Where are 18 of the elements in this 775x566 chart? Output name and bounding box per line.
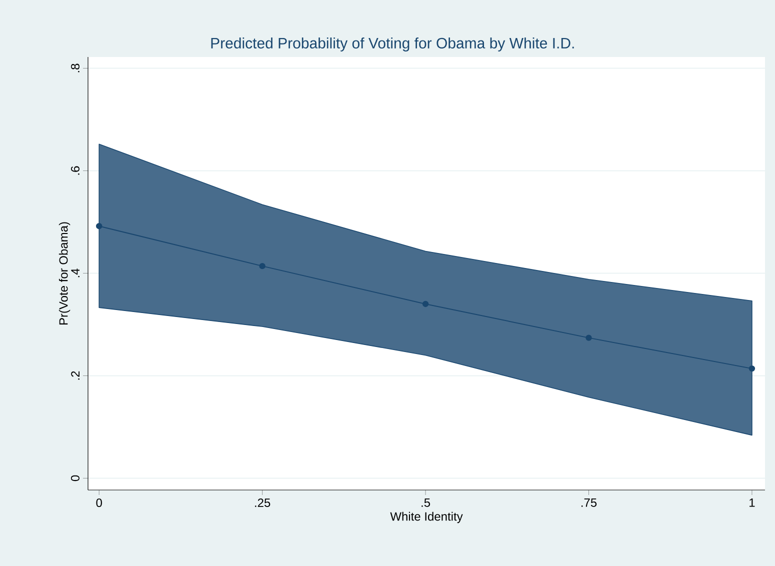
point bbox=[422, 300, 429, 308]
y-tick-label: .6 bbox=[70, 166, 80, 175]
x-tick-label: 1 bbox=[750, 498, 755, 507]
point bbox=[96, 223, 102, 230]
x-tick-label: .25 bbox=[255, 498, 270, 508]
point bbox=[748, 365, 756, 372]
y-tick-label: .2 bbox=[71, 371, 80, 380]
x-tick-label: 0 bbox=[96, 498, 102, 508]
y-axis-title: Pr(Vote for Obama) bbox=[58, 222, 70, 325]
point bbox=[586, 334, 592, 341]
x-tick-label: .5 bbox=[422, 498, 430, 507]
x-tick-label: .75 bbox=[581, 498, 597, 507]
x-axis-title: White Identity bbox=[390, 512, 463, 524]
y-tick-label: 0 bbox=[70, 475, 80, 482]
y-tick-label: .8 bbox=[70, 64, 80, 72]
y-tick-label: .4 bbox=[71, 268, 80, 278]
point bbox=[259, 262, 266, 270]
chart-title: Predicted Probability of Voting for Obama by White I.D. bbox=[211, 37, 574, 52]
